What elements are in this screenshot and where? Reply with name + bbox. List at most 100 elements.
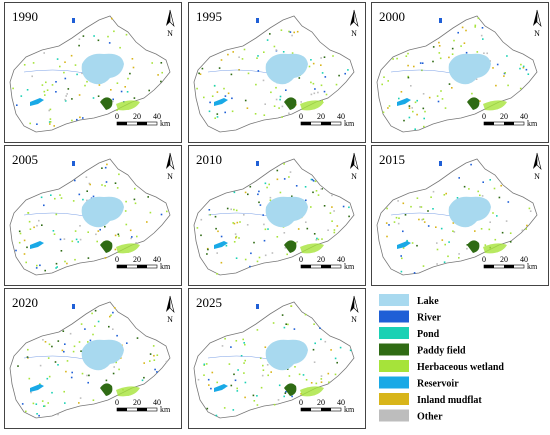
pond [256, 304, 259, 309]
land-cover-patch [231, 110, 234, 113]
land-cover-patch [421, 62, 424, 64]
land-cover-patch [226, 207, 229, 210]
land-cover-patch [82, 198, 84, 201]
land-cover-patch [477, 17, 480, 20]
land-cover-patch [432, 190, 435, 193]
lake [265, 196, 308, 228]
land-cover-patch [273, 403, 276, 406]
land-cover-patch [270, 371, 272, 373]
scale-label: 40 [153, 112, 161, 121]
land-cover-patch [492, 212, 494, 214]
land-cover-patch [72, 350, 75, 353]
land-cover-patch [252, 394, 255, 397]
land-cover-patch [154, 368, 156, 371]
land-cover-patch [141, 379, 144, 382]
land-cover-patch [424, 110, 426, 113]
land-cover-patch [112, 328, 114, 330]
land-cover-patch [224, 111, 226, 114]
land-cover-patch [436, 263, 438, 265]
land-cover-patch [474, 230, 476, 232]
land-cover-patch [458, 177, 460, 179]
land-cover-patch [243, 214, 245, 216]
land-cover-patch [104, 185, 106, 187]
land-cover-patch [451, 53, 454, 55]
land-cover-patch [302, 374, 305, 376]
land-cover-patch [275, 98, 278, 101]
scale-bar-segment [484, 265, 494, 268]
land-cover-patch [54, 361, 57, 363]
land-cover-patch [448, 241, 450, 243]
land-cover-patch [59, 238, 62, 241]
land-cover-patch [107, 35, 109, 38]
land-cover-patch [242, 338, 244, 341]
land-cover-patch [440, 227, 443, 230]
land-cover-patch [300, 101, 302, 103]
land-cover-patch [387, 80, 389, 82]
land-cover-patch [349, 349, 352, 352]
land-cover-patch [285, 323, 287, 325]
land-cover-patch [48, 343, 51, 346]
land-cover-patch [44, 405, 46, 407]
land-cover-patch [422, 265, 425, 267]
land-cover-patch [156, 354, 159, 356]
land-cover-patch [262, 369, 265, 371]
land-cover-patch [284, 392, 287, 394]
north-arrow-outline [169, 9, 175, 27]
land-cover-patch [253, 241, 255, 244]
land-cover-patch [55, 91, 57, 93]
land-cover-patch [471, 92, 473, 95]
land-cover-patch [416, 244, 418, 247]
scale-bar-segment [504, 265, 514, 268]
land-cover-patch [283, 232, 286, 234]
land-cover-patch [27, 357, 29, 359]
land-cover-patch [196, 87, 198, 90]
land-cover-patch [30, 391, 32, 394]
land-cover-patch [87, 257, 90, 259]
land-cover-patch [313, 233, 316, 235]
land-cover-patch [72, 200, 75, 202]
land-cover-patch [60, 250, 63, 252]
land-cover-patch [295, 185, 298, 187]
scale-unit: km [344, 405, 355, 414]
land-cover-patch [445, 192, 447, 195]
land-cover-patch [256, 57, 258, 59]
land-cover-patch [480, 34, 483, 37]
land-cover-patch [273, 105, 276, 107]
land-cover-patch [320, 378, 323, 380]
land-cover-patch [76, 73, 78, 76]
wetland-patch [300, 243, 324, 254]
land-cover-patch [492, 67, 494, 69]
paddy-patch [467, 97, 480, 110]
land-cover-patch [232, 222, 234, 224]
land-cover-patch [315, 382, 318, 385]
land-cover-patch [320, 338, 322, 341]
land-cover-patch [18, 230, 21, 233]
land-cover-patch [448, 83, 451, 85]
land-cover-patch [105, 379, 108, 382]
land-cover-patch [196, 227, 199, 229]
land-cover-patch [56, 58, 59, 60]
land-cover-patch [112, 372, 115, 375]
land-cover-patch [288, 112, 290, 115]
land-cover-patch [114, 248, 117, 251]
land-cover-patch [78, 341, 81, 343]
land-cover-patch [281, 314, 284, 316]
land-cover-patch [283, 395, 285, 398]
scale-label: 20 [133, 112, 141, 121]
land-cover-patch [69, 332, 72, 335]
land-cover-patch [291, 195, 293, 198]
land-cover-patch [47, 402, 49, 404]
land-cover-patch [320, 64, 322, 66]
land-cover-patch [267, 228, 269, 230]
land-cover-patch [526, 224, 528, 227]
scale-bar-segment [117, 265, 127, 268]
land-cover-patch [244, 343, 246, 346]
land-cover-patch [406, 239, 408, 242]
land-cover-patch [407, 64, 409, 67]
north-label: N [534, 29, 540, 38]
land-cover-patch [270, 91, 272, 94]
land-cover-patch [452, 222, 455, 224]
land-cover-patch [407, 75, 409, 78]
land-cover-patch [525, 228, 527, 230]
